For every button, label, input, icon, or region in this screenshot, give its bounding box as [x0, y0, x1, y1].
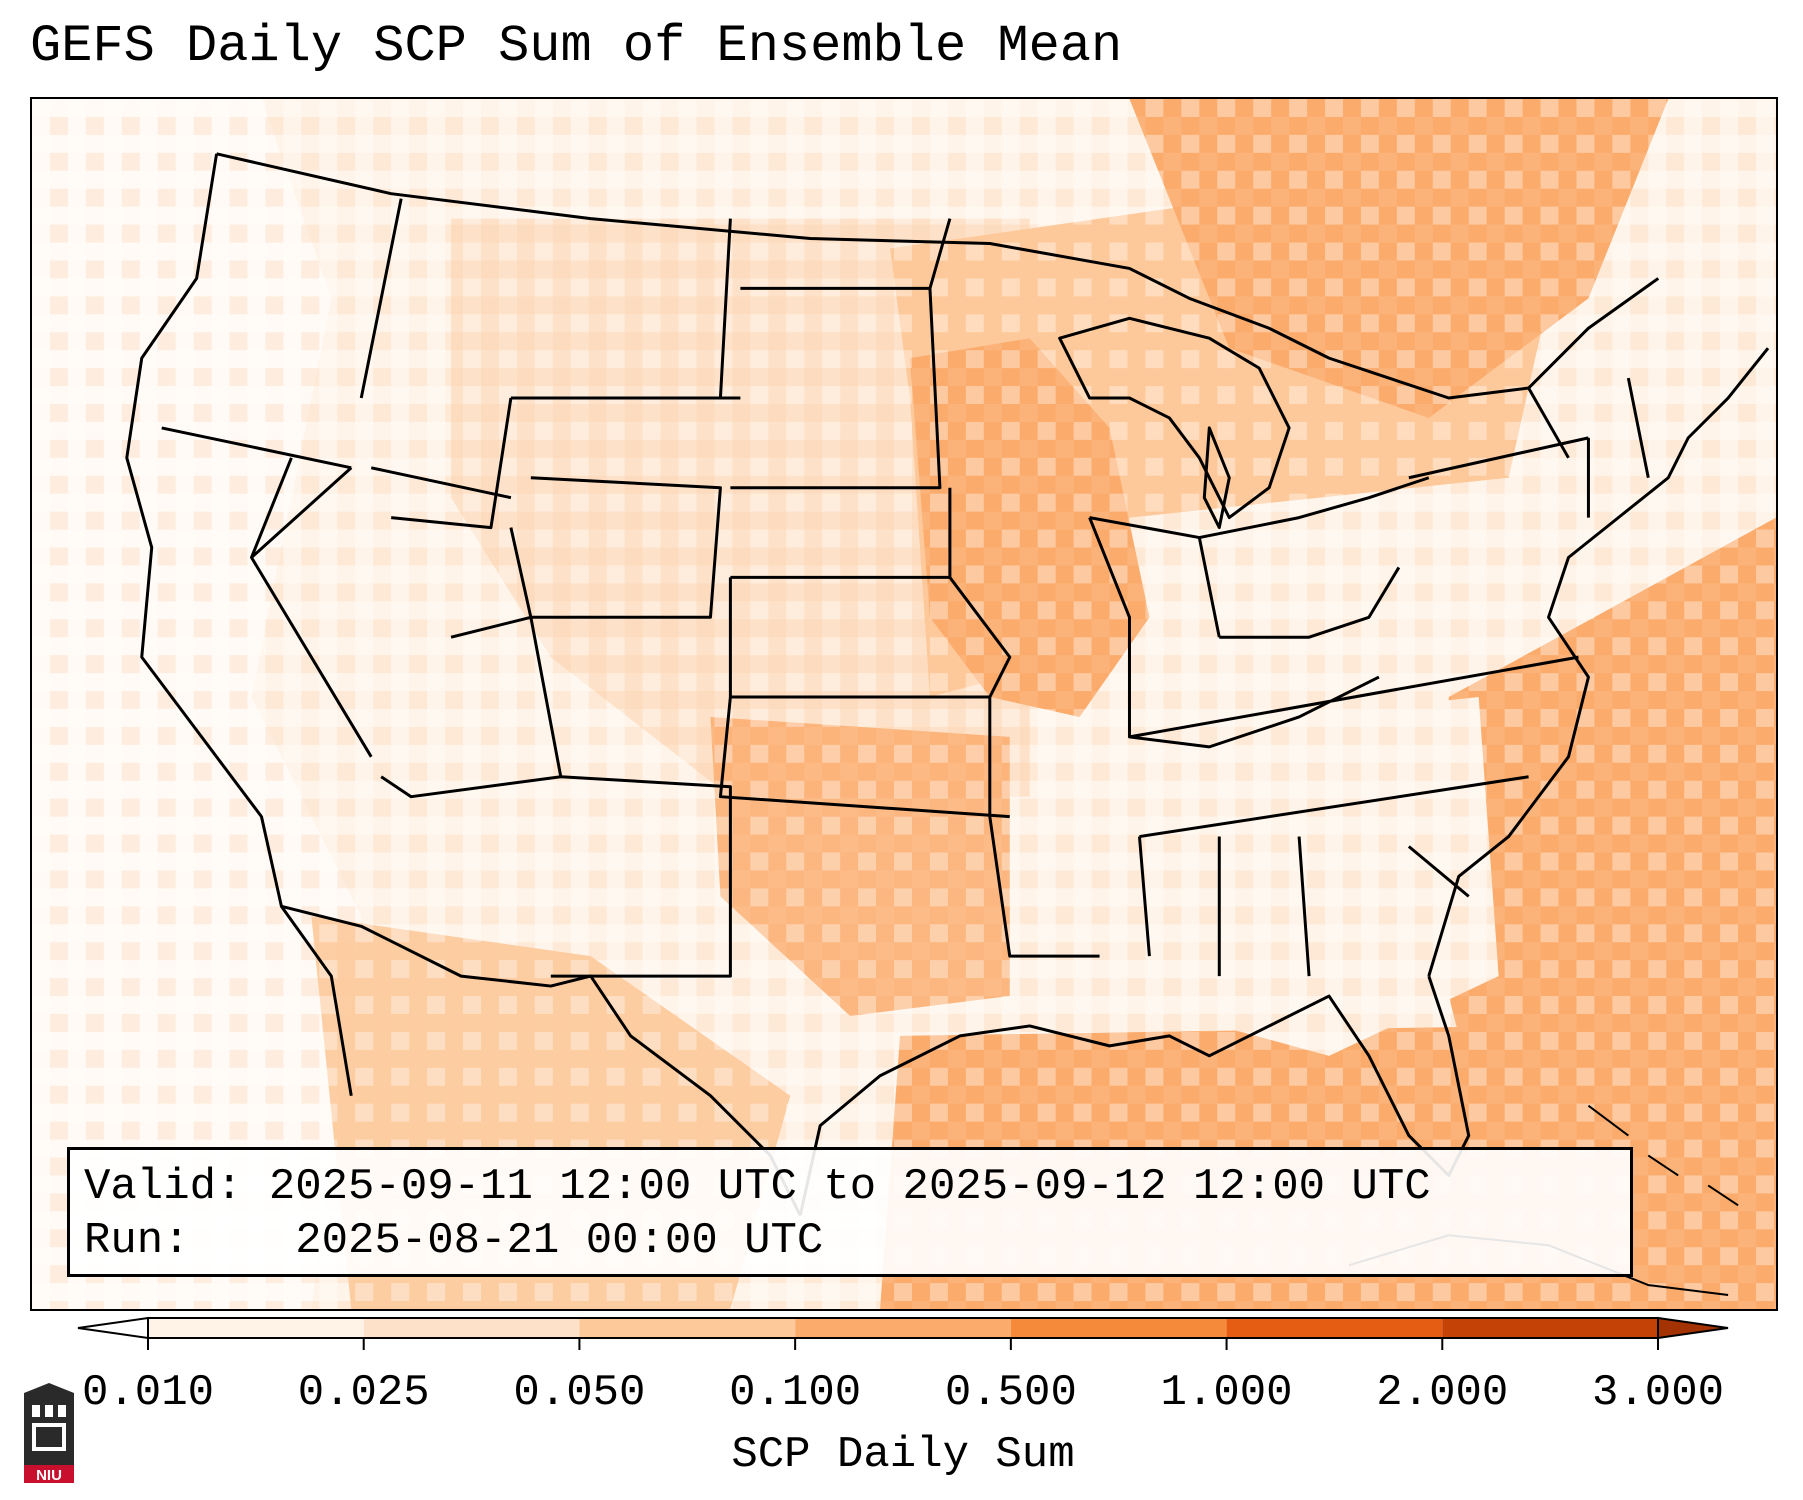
scp-map	[32, 99, 1776, 1309]
valid-label: Valid:	[84, 1162, 243, 1212]
us-canada-border	[216, 152, 1660, 400]
colorbar-tick-label: 0.500	[945, 1368, 1077, 1418]
state-lines-west	[161, 198, 741, 978]
colorbar-ticks: 0.010 0.025 0.050 0.100 0.500 1.000 2.000 3.000	[82, 1338, 1724, 1418]
colorbar-tick-label: 1.000	[1161, 1368, 1293, 1418]
page-title: GEFS Daily SCP Sum of Ensemble Mean	[30, 17, 1123, 76]
colorbar-tick-label: 0.010	[82, 1368, 214, 1418]
lake-michigan	[1202, 426, 1231, 530]
field-texture	[32, 99, 1776, 1309]
east-coast	[1427, 347, 1770, 977]
colorbar-outline	[147, 1317, 1659, 1339]
colorbar-segment	[579, 1318, 796, 1338]
colorbar: 0.010 0.025 0.050 0.100 0.500 1.000 2.000 3.000…	[77, 1316, 1729, 1480]
valid-value: 2025-09-11 12:00 UTC to 2025-09-12 12:00…	[268, 1162, 1431, 1212]
bahamas	[1587, 1104, 1739, 1207]
info-box: Valid: 2025-09-11 12:00 UTC to 2025-09-1…	[67, 1147, 1633, 1277]
state-lines-central	[718, 218, 1100, 958]
colorbar-segment	[363, 1318, 580, 1338]
great-lakes	[1058, 316, 1291, 520]
colorbar-tick-label: 3.000	[1592, 1368, 1724, 1418]
colorbar-tick-label: 0.100	[729, 1368, 861, 1418]
university-building-icon: NIU	[24, 1383, 74, 1483]
colorbar-segments	[77, 1316, 1729, 1340]
logo-text: NIU	[36, 1467, 62, 1483]
west-coast	[125, 153, 353, 1096]
colorbar-extend-max	[1657, 1316, 1729, 1340]
colorbar-tick-label: 0.025	[298, 1368, 430, 1418]
colorbar-segment	[1010, 1318, 1227, 1338]
colorbar-tick-label: 2.000	[1376, 1368, 1508, 1418]
colorbar-segment	[795, 1318, 1011, 1338]
colorbar-segment	[1226, 1318, 1443, 1338]
state-lines-northeast	[1408, 377, 1650, 518]
colorbar-label: SCP Daily Sum	[731, 1430, 1074, 1480]
colorbar-tick-label: 0.050	[513, 1368, 645, 1418]
colorbar-segment	[148, 1318, 364, 1338]
map-panel	[30, 97, 1778, 1311]
colorbar-segment	[1442, 1318, 1658, 1338]
colorbar-extend-min	[77, 1316, 149, 1340]
run-label: Run:	[84, 1216, 190, 1266]
run-value: 2025-08-21 00:00 UTC	[295, 1216, 824, 1266]
state-lines-east	[1088, 476, 1579, 977]
